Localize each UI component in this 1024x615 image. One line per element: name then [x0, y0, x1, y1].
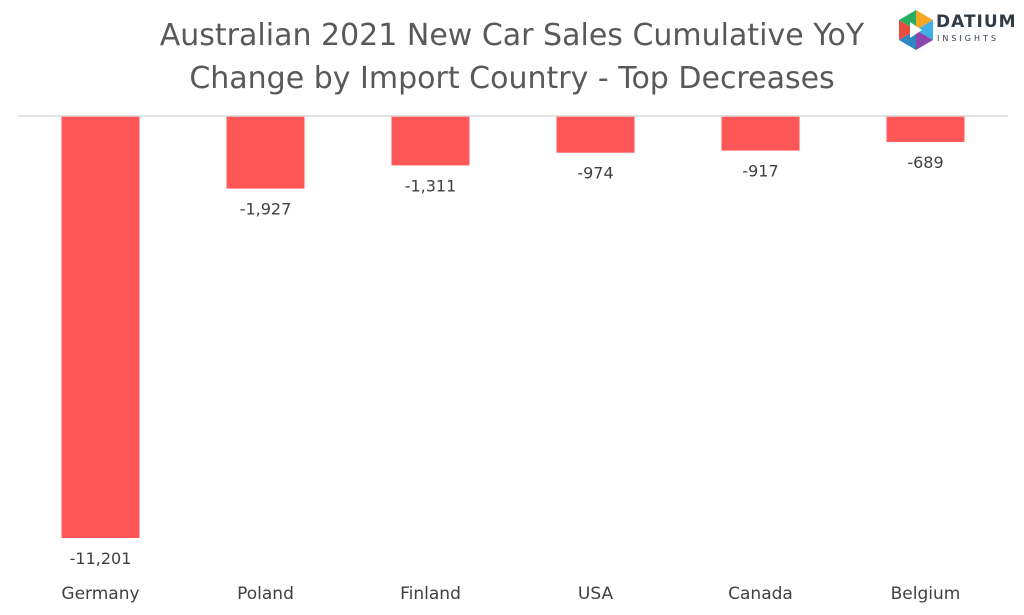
data-label-canada: -917: [742, 162, 778, 181]
x-tick-label-usa: USA: [578, 584, 614, 604]
x-tick-label-germany: Germany: [61, 584, 139, 604]
chart-title-line-1: Australian 2021 New Car Sales Cumulative…: [159, 18, 865, 53]
x-tick-label-finland: Finland: [400, 584, 461, 604]
x-tick-label-belgium: Belgium: [891, 584, 961, 604]
bar-finland: [391, 116, 470, 166]
logo-brand-name: DATIUM: [936, 12, 1017, 32]
bar-belgium: [886, 116, 965, 142]
x-tick-label-canada: Canada: [728, 584, 793, 604]
logo-tagline: INSIGHTS: [937, 34, 999, 43]
chart-title: Australian 2021 New Car Sales Cumulative…: [0, 14, 1024, 100]
chart-title-line-2: Change by Import Country - Top Decreases: [189, 61, 835, 96]
bar-poland: [226, 116, 305, 189]
bar-usa: [556, 116, 635, 153]
x-tick-label-poland: Poland: [237, 584, 294, 604]
datium-logo-icon: [899, 10, 933, 50]
data-label-finland: -1,311: [405, 176, 457, 195]
data-label-usa: -974: [577, 164, 613, 183]
bar-canada: [721, 116, 800, 151]
bar-germany: [61, 116, 140, 538]
data-label-belgium: -689: [907, 153, 943, 172]
data-label-germany: -11,201: [70, 549, 132, 568]
data-label-poland: -1,927: [240, 200, 292, 219]
datium-insights-logo: DATIUM INSIGHTS: [896, 8, 1020, 54]
